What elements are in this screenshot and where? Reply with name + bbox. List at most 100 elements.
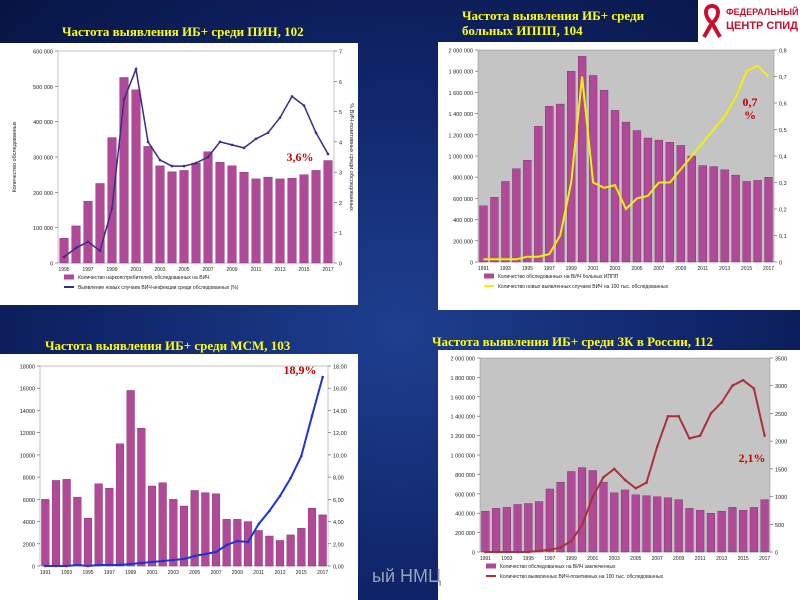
line-point — [290, 95, 294, 98]
bar — [753, 180, 762, 263]
line-point — [158, 158, 162, 162]
y-left-tick-label: 400 000 — [455, 512, 475, 518]
y-left-tick-label: 600 000 — [455, 492, 475, 498]
bar — [158, 482, 167, 567]
y-left-tick-label: 200 000 — [33, 191, 53, 197]
bar — [717, 511, 726, 553]
x-tick-label: 2003 — [609, 266, 620, 272]
bar — [215, 162, 225, 264]
line-point — [44, 564, 47, 568]
bar — [243, 521, 253, 567]
y-right-tick-label: 6,00 — [333, 498, 344, 504]
y-right-tick-label: 1000 — [775, 495, 787, 501]
line-point — [326, 152, 330, 156]
x-tick-label: 2017 — [322, 267, 333, 273]
x-tick-label: 2003 — [154, 267, 165, 273]
y-right-tick-label: 0,3 — [779, 181, 787, 187]
x-tick-label: 1999 — [566, 266, 577, 272]
x-tick-label: 1995 — [58, 267, 69, 273]
bar — [227, 165, 237, 264]
bar — [706, 512, 715, 553]
bar — [665, 142, 674, 263]
x-tick-label: 2005 — [630, 556, 641, 562]
bar — [663, 497, 673, 553]
line-point — [98, 249, 102, 253]
y-left-tick-label: 2 000 000 — [449, 49, 473, 55]
bar — [275, 540, 285, 567]
line-point — [548, 548, 552, 552]
x-tick-label: 2003 — [168, 570, 179, 576]
line-point — [484, 550, 487, 554]
x-tick-label: 1997 — [104, 570, 115, 576]
y-left-tick-label: 2 000 000 — [451, 357, 475, 363]
logo-line-1: ФЕДЕРАЛЬНЫЙ — [726, 7, 799, 17]
line-point — [300, 454, 303, 458]
x-tick-label: 1995 — [522, 266, 533, 272]
bar — [545, 105, 554, 263]
y-left-tick-label: 1 000 000 — [449, 155, 473, 161]
bar — [147, 485, 157, 567]
line-point — [206, 155, 210, 159]
bar — [696, 510, 705, 553]
bar — [307, 508, 317, 567]
line-point — [278, 494, 282, 498]
line-point — [182, 164, 186, 168]
chart-msm: 0 2000 4000 6000 8000 10000 12000 14000 16000 180… — [0, 354, 358, 600]
bar — [632, 130, 642, 263]
line-point — [741, 378, 745, 382]
x-tick-label: 2015 — [298, 267, 309, 273]
bar — [137, 428, 146, 567]
line-point — [110, 207, 114, 210]
bar — [631, 494, 640, 553]
y-left-tick-label: 100 000 — [33, 226, 53, 232]
bar — [311, 170, 321, 264]
y-right-tick-label: 0 — [339, 262, 342, 268]
y-left-tick-label: 0 — [32, 565, 35, 571]
bar — [167, 171, 177, 264]
x-tick-label: 2011 — [697, 266, 708, 272]
y-right-tick-label: 7 — [339, 50, 342, 56]
line-point — [266, 131, 270, 135]
x-tick-label: 2009 — [226, 267, 237, 273]
x-tick-label: 1993 — [501, 556, 512, 562]
y-left-tick-label: 1 800 000 — [449, 70, 473, 76]
bar — [687, 155, 696, 263]
x-tick-label: 2001 — [587, 556, 598, 562]
bar — [119, 77, 129, 264]
bar — [556, 481, 565, 553]
line-point — [182, 557, 186, 561]
line-point — [214, 550, 218, 554]
x-tick-label: 2017 — [317, 570, 328, 576]
bar — [599, 481, 608, 553]
x-tick-label: 2007 — [210, 570, 221, 576]
bar — [323, 160, 333, 264]
y-left-tick-label: 200 000 — [453, 239, 473, 245]
bar — [73, 496, 82, 567]
bar — [728, 507, 737, 553]
legend-bar-swatch — [64, 274, 74, 280]
y-right-tick-label: 2,00 — [333, 542, 344, 548]
y-right-axis-label: % ВИЧ-позитивных среди обследованных — [348, 103, 354, 211]
chart-1-title: Частота выявления ИБ+ среди больных ИППП… — [462, 8, 645, 38]
bar — [131, 89, 141, 264]
line-point — [559, 546, 562, 549]
bar — [685, 508, 694, 553]
bar — [588, 470, 597, 553]
line-point — [302, 104, 306, 107]
bar — [643, 137, 653, 263]
bar — [222, 519, 231, 567]
y-left-tick-label: 10000 — [20, 453, 35, 459]
bar — [556, 103, 565, 263]
annotation-label: 3,6% — [287, 150, 314, 164]
bar — [720, 169, 729, 263]
line-point — [150, 560, 154, 564]
bar — [749, 507, 758, 553]
bar — [190, 490, 199, 567]
bar — [620, 489, 630, 553]
y-left-tick-label: 1 600 000 — [451, 395, 475, 401]
y-right-tick-label: 3 — [339, 171, 342, 177]
line-point — [172, 558, 175, 562]
x-tick-label: 2013 — [716, 556, 727, 562]
bar — [523, 160, 532, 263]
y-left-tick-label: 2000 — [23, 542, 35, 548]
